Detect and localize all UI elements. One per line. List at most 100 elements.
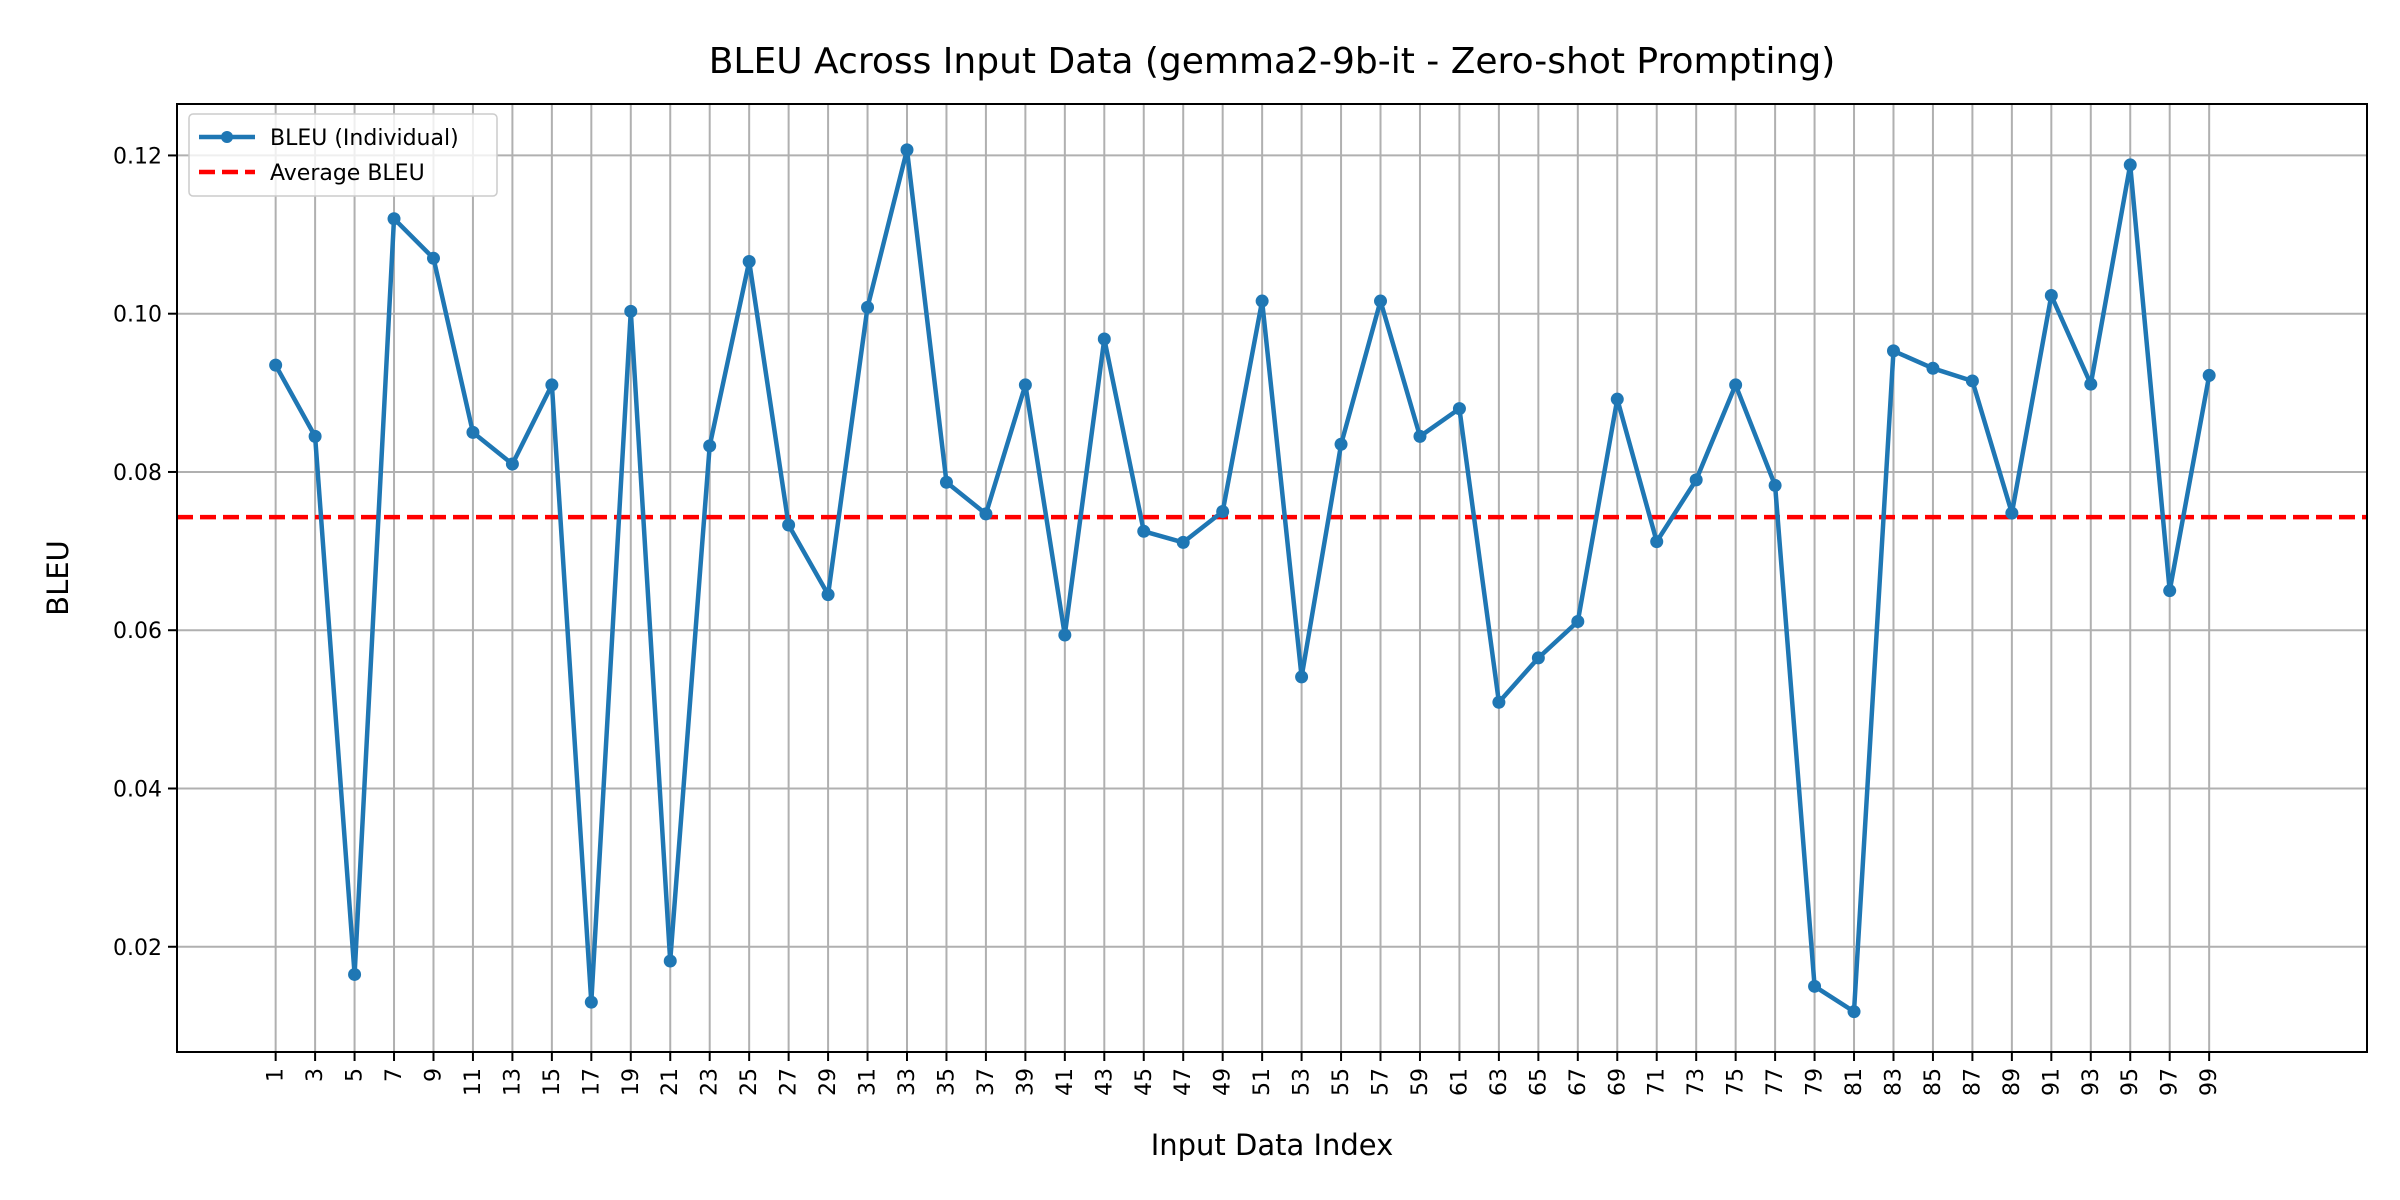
x-tick-label: 3 bbox=[303, 1068, 328, 1082]
bleu-point bbox=[1768, 478, 1782, 492]
x-axis-label: Input Data Index bbox=[1151, 1128, 1394, 1162]
x-tick-label: 1 bbox=[264, 1068, 289, 1082]
y-tick-label: 0.06 bbox=[113, 619, 162, 644]
x-tick-label: 13 bbox=[500, 1068, 525, 1096]
bleu-point bbox=[1137, 524, 1151, 538]
bleu-point bbox=[1808, 979, 1822, 993]
bleu-point bbox=[269, 358, 283, 372]
bleu-point bbox=[2163, 584, 2177, 598]
bleu-point bbox=[1847, 1005, 1861, 1019]
bleu-point bbox=[703, 439, 717, 453]
bleu-point bbox=[1452, 402, 1466, 416]
bleu-point bbox=[1097, 332, 1111, 346]
plot-area-frame bbox=[176, 103, 2368, 1053]
x-tick-label: 79 bbox=[1803, 1068, 1828, 1096]
y-tick-label: 0.10 bbox=[113, 303, 162, 328]
x-tick-label: 43 bbox=[1092, 1068, 1117, 1096]
x-tick-label: 75 bbox=[1724, 1068, 1749, 1096]
x-tick-label: 87 bbox=[1960, 1068, 1985, 1096]
x-tick-label: 63 bbox=[1487, 1068, 1512, 1096]
y-tick-label: 0.08 bbox=[113, 461, 162, 486]
bleu-point bbox=[821, 588, 835, 602]
x-tick-label: 19 bbox=[619, 1068, 644, 1096]
x-tick-label: 89 bbox=[2000, 1068, 2025, 1096]
x-tick-label: 59 bbox=[1408, 1068, 1433, 1096]
grid-lines bbox=[177, 104, 2367, 1052]
x-tick-label: 61 bbox=[1447, 1068, 1472, 1096]
x-tick-label: 29 bbox=[816, 1068, 841, 1096]
x-tick-label: 91 bbox=[2039, 1068, 2064, 1096]
x-tick-label: 77 bbox=[1763, 1068, 1788, 1096]
bleu-point bbox=[1965, 374, 1979, 388]
bleu-point bbox=[2005, 506, 2019, 520]
x-tick-label: 23 bbox=[698, 1068, 723, 1096]
bleu-point bbox=[1689, 473, 1703, 487]
bleu-point bbox=[1018, 378, 1032, 392]
legend: BLEU (Individual) Average BLEU bbox=[188, 113, 498, 197]
bleu-point bbox=[308, 429, 322, 443]
x-tick-label: 99 bbox=[2197, 1068, 2222, 1096]
y-tick-label: 0.04 bbox=[113, 777, 162, 802]
x-tick-label: 85 bbox=[1921, 1068, 1946, 1096]
individual-bleu-series bbox=[269, 143, 2216, 1019]
x-tick-label: 39 bbox=[1013, 1068, 1038, 1096]
bleu-point bbox=[2084, 377, 2098, 391]
x-tick-label: 65 bbox=[1526, 1068, 1551, 1096]
bleu-point bbox=[1492, 695, 1506, 709]
y-axis-ticks: 0.02 0.04 0.06 0.08 0.10 0.12 bbox=[113, 144, 177, 961]
x-tick-label: 55 bbox=[1329, 1068, 1354, 1096]
bleu-point bbox=[1729, 378, 1743, 392]
bleu-point bbox=[782, 518, 796, 532]
bleu-point bbox=[1926, 361, 1940, 375]
bleu-line bbox=[273, 147, 2212, 1014]
x-tick-label: 93 bbox=[2079, 1068, 2104, 1096]
x-tick-label: 11 bbox=[461, 1068, 486, 1096]
bleu-point bbox=[742, 254, 756, 268]
bleu-point bbox=[1334, 437, 1348, 451]
bleu-point bbox=[979, 507, 993, 521]
bleu-point bbox=[1216, 505, 1230, 519]
bleu-point bbox=[663, 954, 677, 968]
bleu-point bbox=[1650, 535, 1664, 549]
x-tick-label: 27 bbox=[777, 1068, 802, 1096]
bleu-point bbox=[624, 304, 638, 318]
y-tick-label: 0.02 bbox=[113, 936, 162, 961]
bleu-point bbox=[505, 457, 519, 471]
bleu-point bbox=[584, 995, 598, 1009]
x-tick-label: 5 bbox=[343, 1068, 368, 1082]
x-tick-label: 73 bbox=[1684, 1068, 1709, 1096]
chart-title: BLEU Across Input Data (gemma2-9b-it - Z… bbox=[709, 41, 1836, 82]
bleu-point bbox=[1176, 535, 1190, 549]
x-tick-label: 57 bbox=[1369, 1068, 1394, 1096]
bleu-point bbox=[2123, 158, 2137, 172]
x-tick-label: 9 bbox=[421, 1068, 446, 1082]
x-tick-label: 95 bbox=[2118, 1068, 2143, 1096]
x-tick-label: 15 bbox=[540, 1068, 565, 1096]
bleu-point bbox=[1531, 651, 1545, 665]
x-tick-label: 31 bbox=[856, 1068, 881, 1096]
x-tick-label: 7 bbox=[382, 1068, 407, 1082]
x-tick-label: 45 bbox=[1132, 1068, 1157, 1096]
x-tick-label: 69 bbox=[1605, 1068, 1630, 1096]
x-tick-label: 47 bbox=[1171, 1068, 1196, 1096]
bleu-point bbox=[861, 300, 875, 314]
x-tick-label: 67 bbox=[1566, 1068, 1591, 1096]
y-axis-label: BLEU bbox=[41, 540, 75, 616]
bleu-point bbox=[1374, 294, 1388, 308]
legend-marker-individual bbox=[221, 131, 233, 143]
x-tick-label: 37 bbox=[974, 1068, 999, 1096]
y-tick-label: 0.12 bbox=[113, 144, 162, 169]
bleu-point bbox=[545, 378, 559, 392]
x-tick-label: 71 bbox=[1645, 1068, 1670, 1096]
x-tick-label: 17 bbox=[579, 1068, 604, 1096]
x-tick-label: 35 bbox=[934, 1068, 959, 1096]
legend-label-average: Average BLEU bbox=[270, 161, 425, 186]
bleu-point bbox=[1058, 628, 1072, 642]
x-tick-label: 53 bbox=[1290, 1068, 1315, 1096]
x-tick-label: 81 bbox=[1842, 1068, 1867, 1096]
bleu-point bbox=[1295, 670, 1309, 684]
x-axis-ticks: 1 3 5 7 9 11 13 15 17 19 21 23 25 27 29 31 33 35 37 39 41 43 4… bbox=[264, 1052, 2222, 1096]
x-tick-label: 25 bbox=[737, 1068, 762, 1096]
x-tick-label: 41 bbox=[1053, 1068, 1078, 1096]
